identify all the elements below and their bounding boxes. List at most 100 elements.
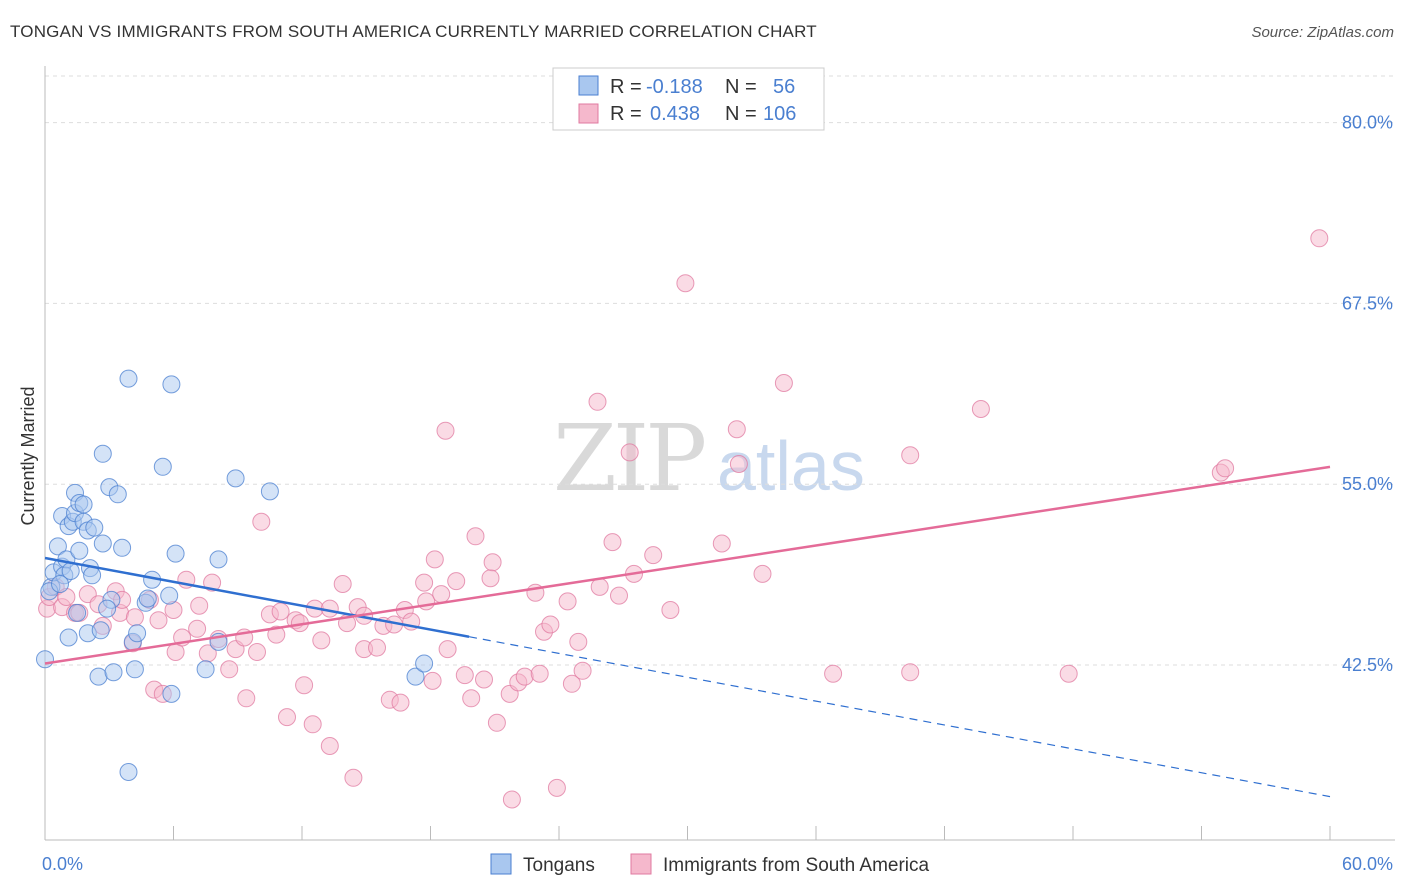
tongans-point [91,621,110,640]
tongans-point [51,575,69,593]
immigrants-point [590,577,609,596]
tongans-point [166,544,185,563]
immigrants-point [462,689,481,708]
immigrants-point [620,443,639,462]
stats-r-label: R = [610,76,642,98]
series-tongans-points [36,369,434,781]
series-immigrants-points [38,229,1329,809]
tongans-point [70,541,89,560]
tongans-point [138,589,157,608]
immigrants-point [569,632,588,651]
tongans-point [119,369,138,388]
tongans-point [406,667,425,686]
immigrants-point [610,586,628,605]
immigrants-point [530,664,549,683]
tongans-point [93,444,112,463]
stats-n-label: N = [725,76,757,98]
immigrants-point [425,550,444,569]
immigrants-point [149,611,168,630]
stats-r-value: -0.188 [646,76,703,98]
tongans-point [93,534,112,553]
stats-n-value: 56 [773,76,795,98]
tongans-point [162,375,181,394]
immigrants-point [502,790,521,809]
legend-label-tongans: Tongans [523,855,595,876]
gridlines [45,75,1395,666]
immigrants-point [248,643,266,661]
tongans-point [59,628,78,647]
y-tick-label: 67.5% [1342,293,1393,313]
immigrants-point [278,708,296,727]
axes [44,66,1395,841]
tongans-point [108,485,127,504]
immigrants-point [1310,229,1329,248]
tongans-point [36,650,54,669]
immigrants-point [391,693,410,712]
immigrants-point [573,661,592,680]
tongans-point [226,469,245,488]
immigrants-point [415,573,434,592]
x-tick-label: 60.0% [1342,854,1393,874]
x-tick-labels: 0.0% 60.0% [42,854,1393,874]
immigrants-point [487,713,506,732]
tongans-point [209,550,228,569]
immigrants-point [774,374,793,392]
immigrants-point [541,615,560,634]
stats-legend: R = -0.188 N = 56 R = 0.438 N = 106 [552,67,825,131]
immigrants-point [295,676,314,695]
immigrants-point [603,533,622,552]
immigrants-point [644,546,663,565]
immigrants-point [588,392,607,411]
immigrants-point [312,631,331,650]
immigrants-point [729,455,748,473]
immigrants-point [432,585,451,604]
immigrants-trendline [44,465,1331,665]
y-tick-labels: 42.5% 55.0% 67.5% 80.0% [1342,113,1393,675]
immigrants-point [515,667,534,686]
immigrants-point [333,575,352,593]
tongans-point [98,599,117,618]
tongans-point [74,495,93,514]
legend-label-immigrants: Immigrants from South America [663,855,930,876]
tongans-point [104,663,123,682]
immigrants-point [824,664,843,683]
immigrants-point [971,400,990,418]
stats-r-label: R = [610,103,642,125]
immigrants-point [220,660,239,679]
chart-title: TONGAN VS IMMIGRANTS FROM SOUTH AMERICA … [10,22,817,41]
immigrants-point [368,638,386,657]
immigrants-point [475,670,493,689]
immigrants-point [676,274,695,293]
immigrants-point [344,768,363,787]
immigrants-point [562,674,581,693]
watermark: ZIP atlas [553,405,865,512]
immigrants-point [1216,459,1235,478]
tongans-trendline-extension [468,636,1331,798]
immigrants-point [1059,664,1078,683]
immigrants-point [481,569,500,588]
immigrants-point [188,619,207,638]
y-tick-label: 55.0% [1342,474,1393,494]
immigrants-point [190,596,209,615]
stats-swatch-immigrants [578,103,599,124]
immigrants-point [203,573,222,592]
x-tick-label: 0.0% [42,854,83,874]
tongans-point [160,586,179,605]
immigrants-point [901,446,920,465]
immigrants-point [303,715,322,734]
immigrants-point [237,689,256,708]
tongans-point [128,624,147,643]
stats-swatch-tongans [578,75,599,96]
immigrants-point [483,553,502,572]
immigrants-point [661,601,680,619]
immigrants-point [271,602,290,621]
tongans-point [83,566,102,585]
immigrants-point [447,572,466,591]
trendlines [44,465,1331,798]
immigrants-point [455,666,474,685]
y-tick-label: 42.5% [1342,655,1393,675]
immigrants-point [320,737,339,755]
immigrants-point [753,564,772,583]
immigrants-point [712,534,731,553]
immigrants-point [125,608,144,627]
